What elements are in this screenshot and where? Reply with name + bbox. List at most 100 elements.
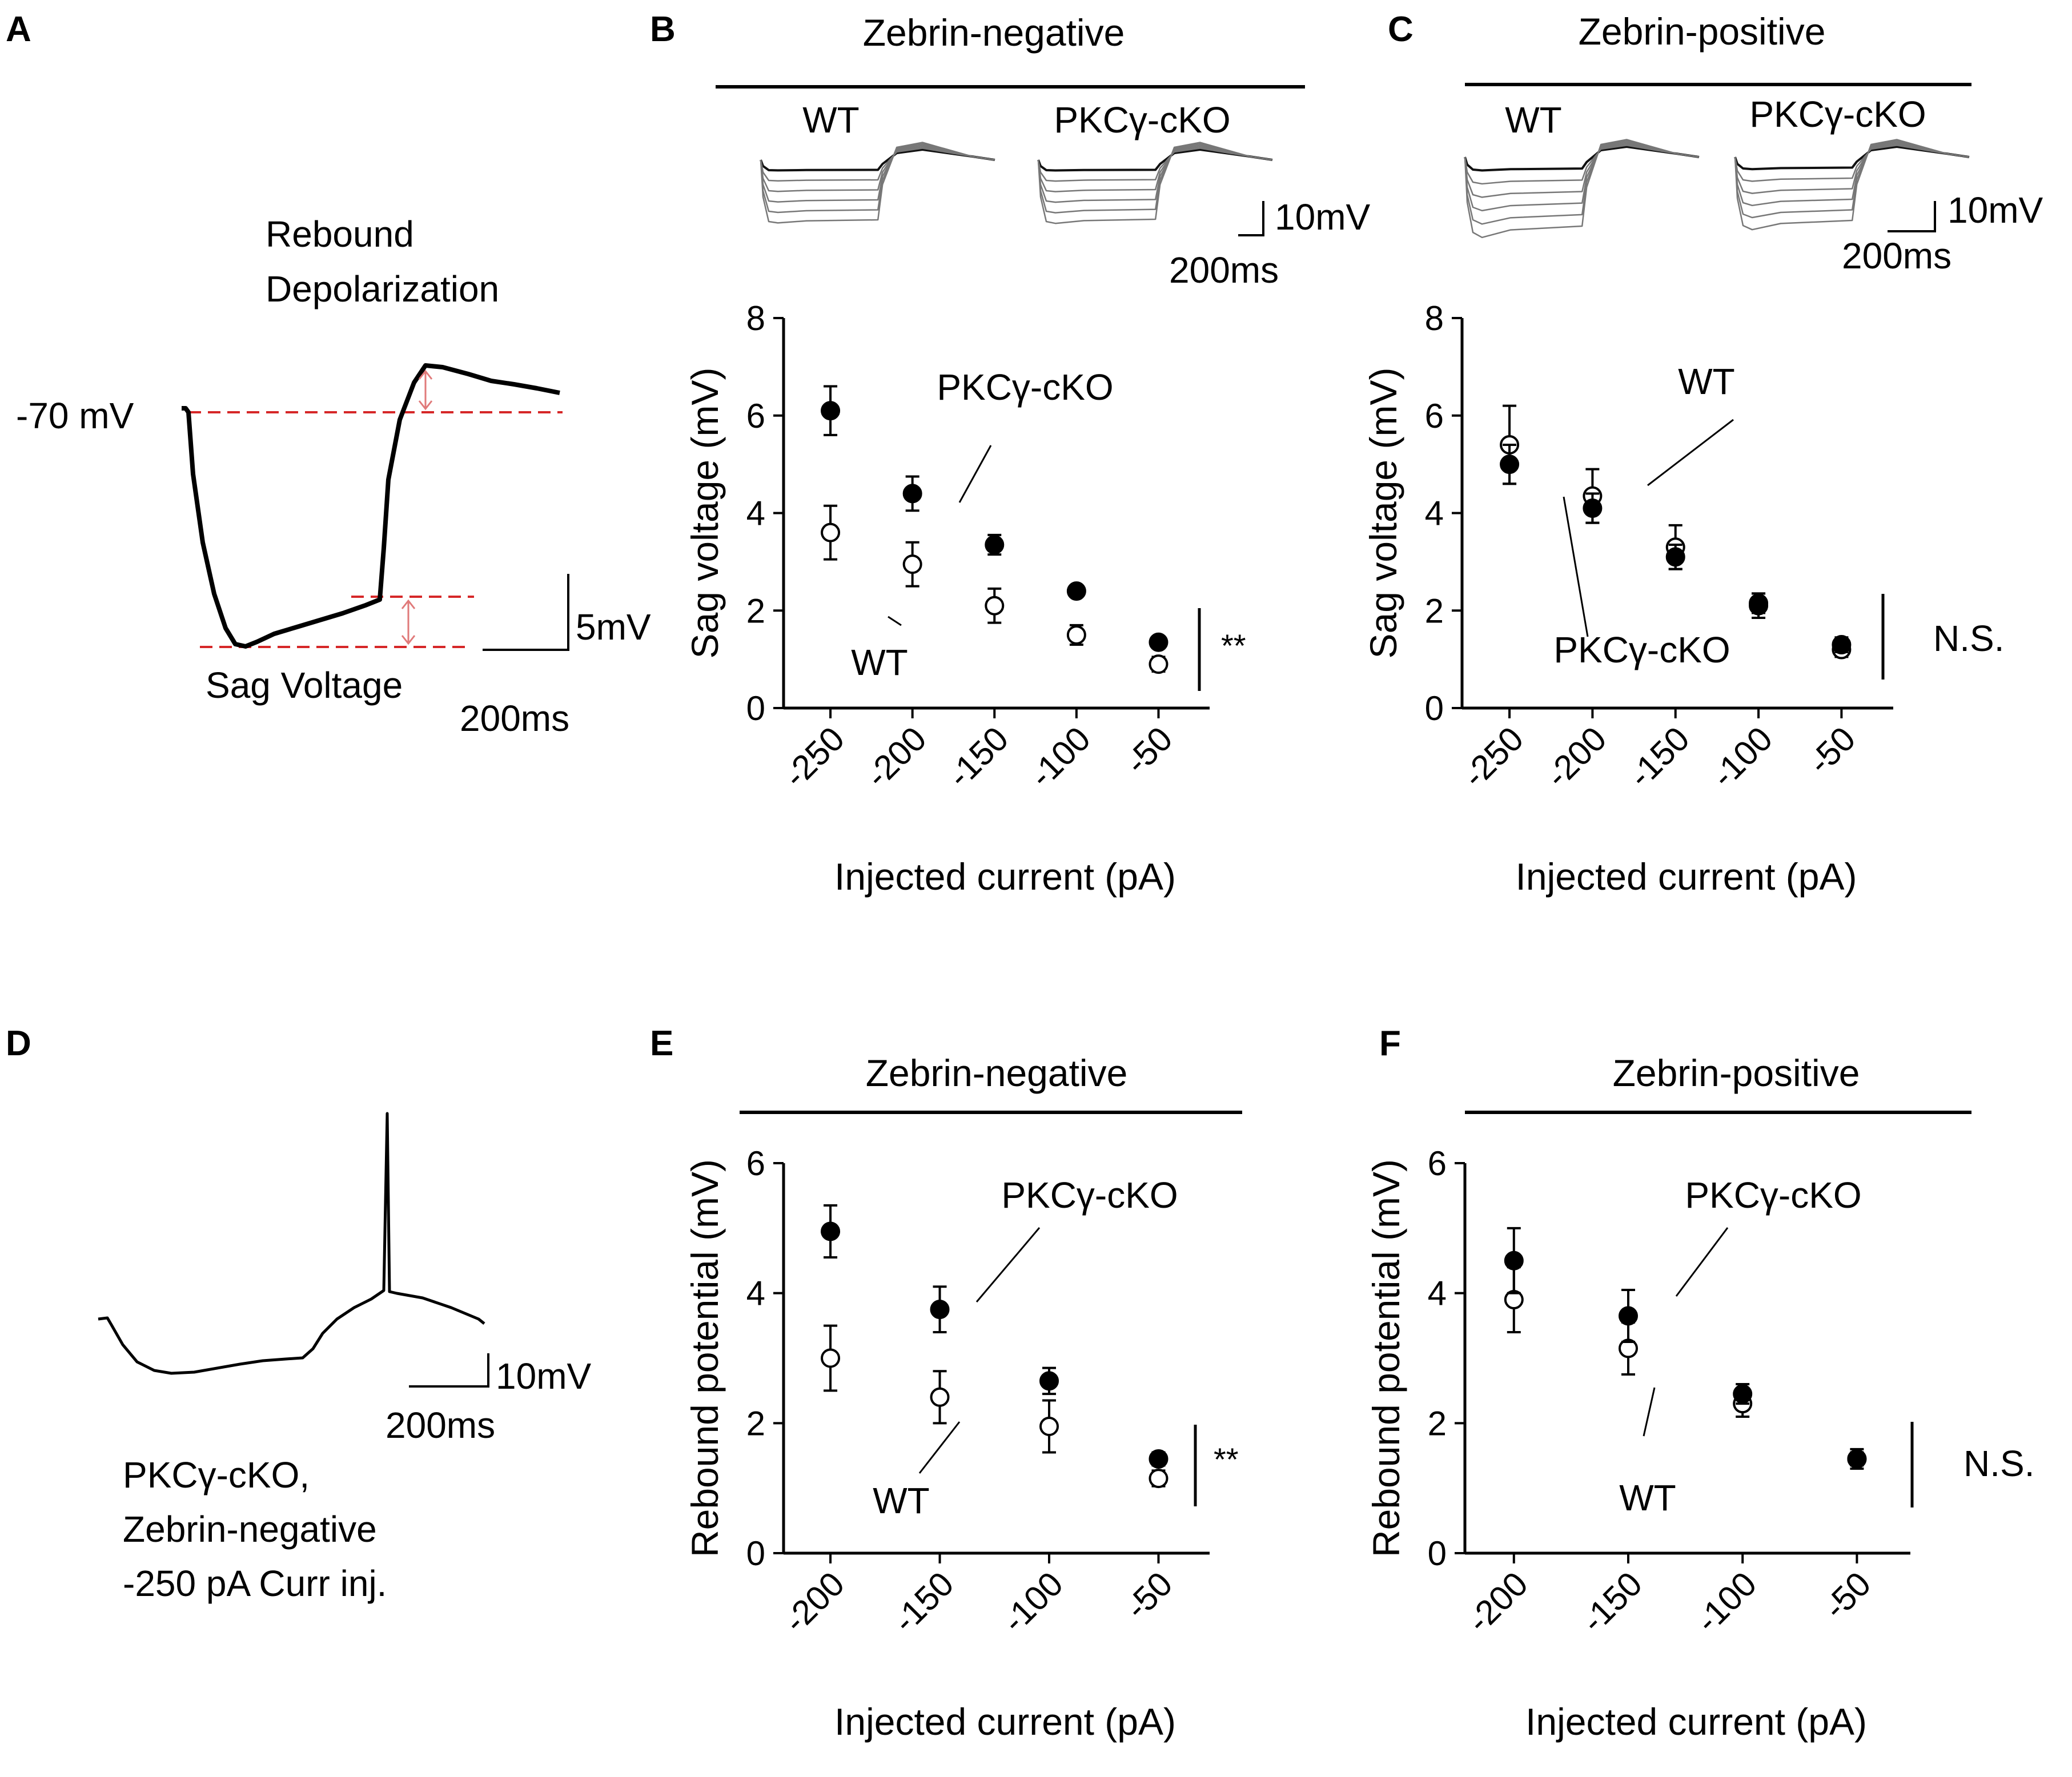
y-tick-label: 4 (1428, 1275, 1447, 1313)
sag-voltage-label: Sag Voltage (206, 665, 403, 706)
x-tick-label: -200 (776, 1565, 852, 1640)
data-point-wt (821, 522, 841, 542)
data-point-ko (930, 1300, 950, 1320)
y-axis-label: Rebound potential (mV) (684, 1159, 726, 1557)
panel-b-header: B Zebrin-negative WT PKCγ-cKO 10mV 200ms (650, 10, 1371, 291)
y-tick-label: 0 (746, 1534, 765, 1573)
x-tick-label: -50 (1816, 1565, 1878, 1627)
data-point-wt (1066, 625, 1086, 645)
series-label-ko: PKCγ-cKO (1553, 629, 1730, 670)
trace-sweep (1464, 144, 1700, 185)
x-tick-label: -150 (940, 719, 1015, 795)
leader-line-wt (1643, 1387, 1656, 1437)
x-axis-label: Injected current (pA) (834, 1700, 1176, 1743)
chart-rebound-zebrin-negative: 0 2 4 6 -200 -150 -100 -50 Injected current (pA)… (684, 1144, 1239, 1743)
data-point-ko (1619, 1306, 1638, 1326)
trace-sweep (1734, 146, 1970, 171)
rebound-label-line2: Depolarization (266, 268, 499, 309)
x-tick-label: -200 (1538, 719, 1613, 795)
panel-f-header: F Zebrin-positive (1379, 1024, 1971, 1114)
series-label-wt: WT (1619, 1477, 1676, 1518)
panel-letter-b: B (650, 10, 676, 49)
panel-c-header: C Zebrin-positive WT PKCγ-cKO 10mV 200ms (1388, 10, 2043, 276)
trace-sweep (1037, 144, 1273, 203)
leader-line-wt (888, 616, 902, 626)
caption-line1: PKCγ-cKO, (123, 1454, 310, 1495)
data-point-ko (1039, 1371, 1059, 1391)
y-tick-label: 6 (1425, 397, 1444, 435)
data-point-ko (1749, 593, 1769, 613)
x-tick-label: -50 (1801, 719, 1863, 782)
y-tick-label: 0 (1425, 689, 1444, 727)
spike-trace (98, 1112, 485, 1375)
caption-line3: -250 pA Curr inj. (123, 1563, 387, 1604)
leader-line-ko (1563, 496, 1589, 637)
group-header: Zebrin-positive (1579, 10, 1826, 53)
sag-arrow (401, 599, 416, 645)
x-tick-label: -200 (1460, 1565, 1535, 1640)
trace-sweep (1464, 143, 1700, 198)
y-axis-label: Rebound potential (mV) (1365, 1159, 1407, 1557)
scale-voltage-label: 5mV (576, 606, 651, 648)
trace-label-wt: WT (802, 99, 860, 140)
chart-sag-zebrin-positive: 0 2 4 6 8 -250 -200 -150 -100 -50 Injected current… (1362, 299, 2004, 898)
data-point-ko (1149, 632, 1168, 652)
x-axis-label: Injected current (pA) (1516, 855, 1857, 898)
leader-line-wt (918, 1421, 961, 1474)
trace-sweep (1464, 142, 1700, 212)
scale-time-label: 200ms (460, 698, 569, 739)
scale-bar (1238, 201, 1264, 236)
x-tick-label: -50 (1118, 719, 1180, 782)
significance-label: ** (1221, 628, 1246, 664)
y-tick-label: 2 (746, 592, 765, 630)
trace-sweep (760, 144, 995, 203)
trace-sweep (1037, 142, 1273, 224)
x-tick-label: -150 (1621, 719, 1697, 795)
data-point-ko (821, 401, 841, 421)
panel-d: D 10mV 200ms PKCγ-cKO, Zebrin-negative -… (6, 1024, 592, 1604)
scale-bar (1888, 201, 1936, 232)
data-point-ko (1583, 498, 1603, 518)
scale-time-label: 200ms (386, 1405, 495, 1446)
trace-family-ko (1037, 142, 1273, 224)
series-label-ko: PKCγ-cKO (1001, 1175, 1178, 1216)
trace-sweep (760, 142, 995, 224)
scale-time-label: 200ms (1169, 250, 1279, 291)
trace-sweep (1037, 143, 1273, 214)
y-tick-label: 6 (1428, 1144, 1447, 1183)
y-tick-label: 6 (746, 1144, 765, 1183)
caption-line2: Zebrin-negative (123, 1509, 377, 1550)
trace-family-wt (1464, 139, 1700, 239)
x-tick-label: -250 (1455, 719, 1531, 795)
leader-line-ko (958, 445, 992, 503)
data-point-wt (1149, 1469, 1168, 1489)
panel-e-header: E Zebrin-negative (650, 1024, 1242, 1114)
panel-letter-c: C (1388, 10, 1414, 49)
trace-sweep (1734, 139, 1970, 231)
series-label-ko: PKCγ-cKO (1685, 1175, 1861, 1216)
trace-family-wt (760, 142, 995, 224)
series-label-wt: WT (1678, 361, 1735, 402)
y-tick-label: 8 (746, 299, 765, 337)
data-point-wt (902, 554, 922, 574)
data-point-ko (1066, 581, 1086, 601)
trace-sweep (1734, 143, 1970, 194)
y-tick-label: 4 (746, 494, 765, 533)
trace-sweep (1464, 140, 1700, 225)
data-point-ko (1500, 455, 1520, 475)
trace-sweep (1734, 140, 1970, 219)
trace-label-ko: PKCγ-cKO (1054, 99, 1230, 140)
data-point-ko (902, 484, 922, 504)
rebound-label-line1: Rebound (266, 214, 414, 255)
x-tick-label: -150 (1574, 1565, 1649, 1640)
y-tick-label: 2 (746, 1404, 765, 1442)
trace-sweep (760, 147, 995, 182)
significance-label: ** (1214, 1441, 1239, 1477)
leader-line-wt (1647, 419, 1734, 487)
y-tick-label: 2 (1425, 592, 1444, 630)
x-axis-label: Injected current (pA) (1525, 1700, 1867, 1743)
y-axis-label: Sag voltage (mV) (684, 368, 726, 659)
trace-sweep (760, 148, 995, 172)
trace-sweep (1037, 148, 1273, 172)
